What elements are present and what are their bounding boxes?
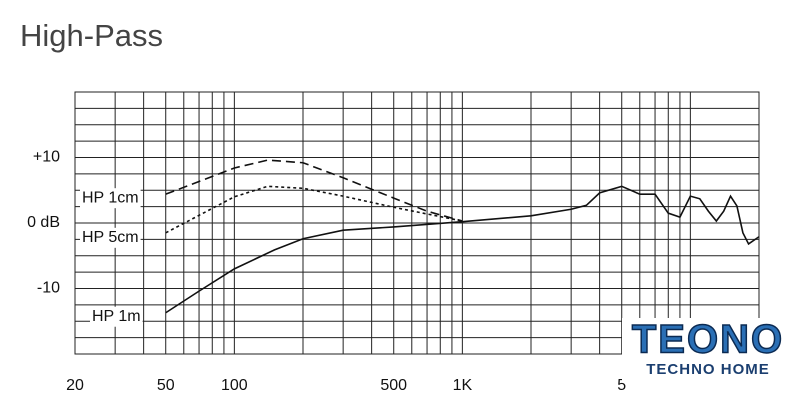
y-tick-label: +10 <box>33 149 60 166</box>
x-tick-label: 500 <box>380 377 407 394</box>
watermark: TEONO TECHNO HOME <box>622 317 794 382</box>
plot-frame <box>74 91 760 355</box>
x-tick-label: 50 <box>157 377 175 394</box>
y-tick-label: -10 <box>37 280 60 297</box>
series-line <box>165 159 463 222</box>
watermark-subtitle: TECHNO HOME <box>646 361 770 378</box>
y-tick-label: 0 dB <box>27 214 60 231</box>
series-line <box>165 185 463 234</box>
x-tick-label: 20 <box>66 377 84 394</box>
watermark-box <box>622 318 794 382</box>
x-tick-label: 5 <box>617 377 626 394</box>
x-tick-label: 1K <box>453 377 473 394</box>
label-bg <box>80 227 141 248</box>
series-label: HP 1cm <box>82 189 139 206</box>
x-tick-label: 100 <box>221 377 248 394</box>
chart-title: High-Pass <box>20 18 163 53</box>
series-line <box>165 185 760 314</box>
label-bg <box>90 306 143 327</box>
label-bg <box>80 188 141 209</box>
series-label: HP 5cm <box>82 229 139 246</box>
series-label: HP 1m <box>92 308 141 325</box>
watermark-title: TEONO <box>632 318 784 362</box>
